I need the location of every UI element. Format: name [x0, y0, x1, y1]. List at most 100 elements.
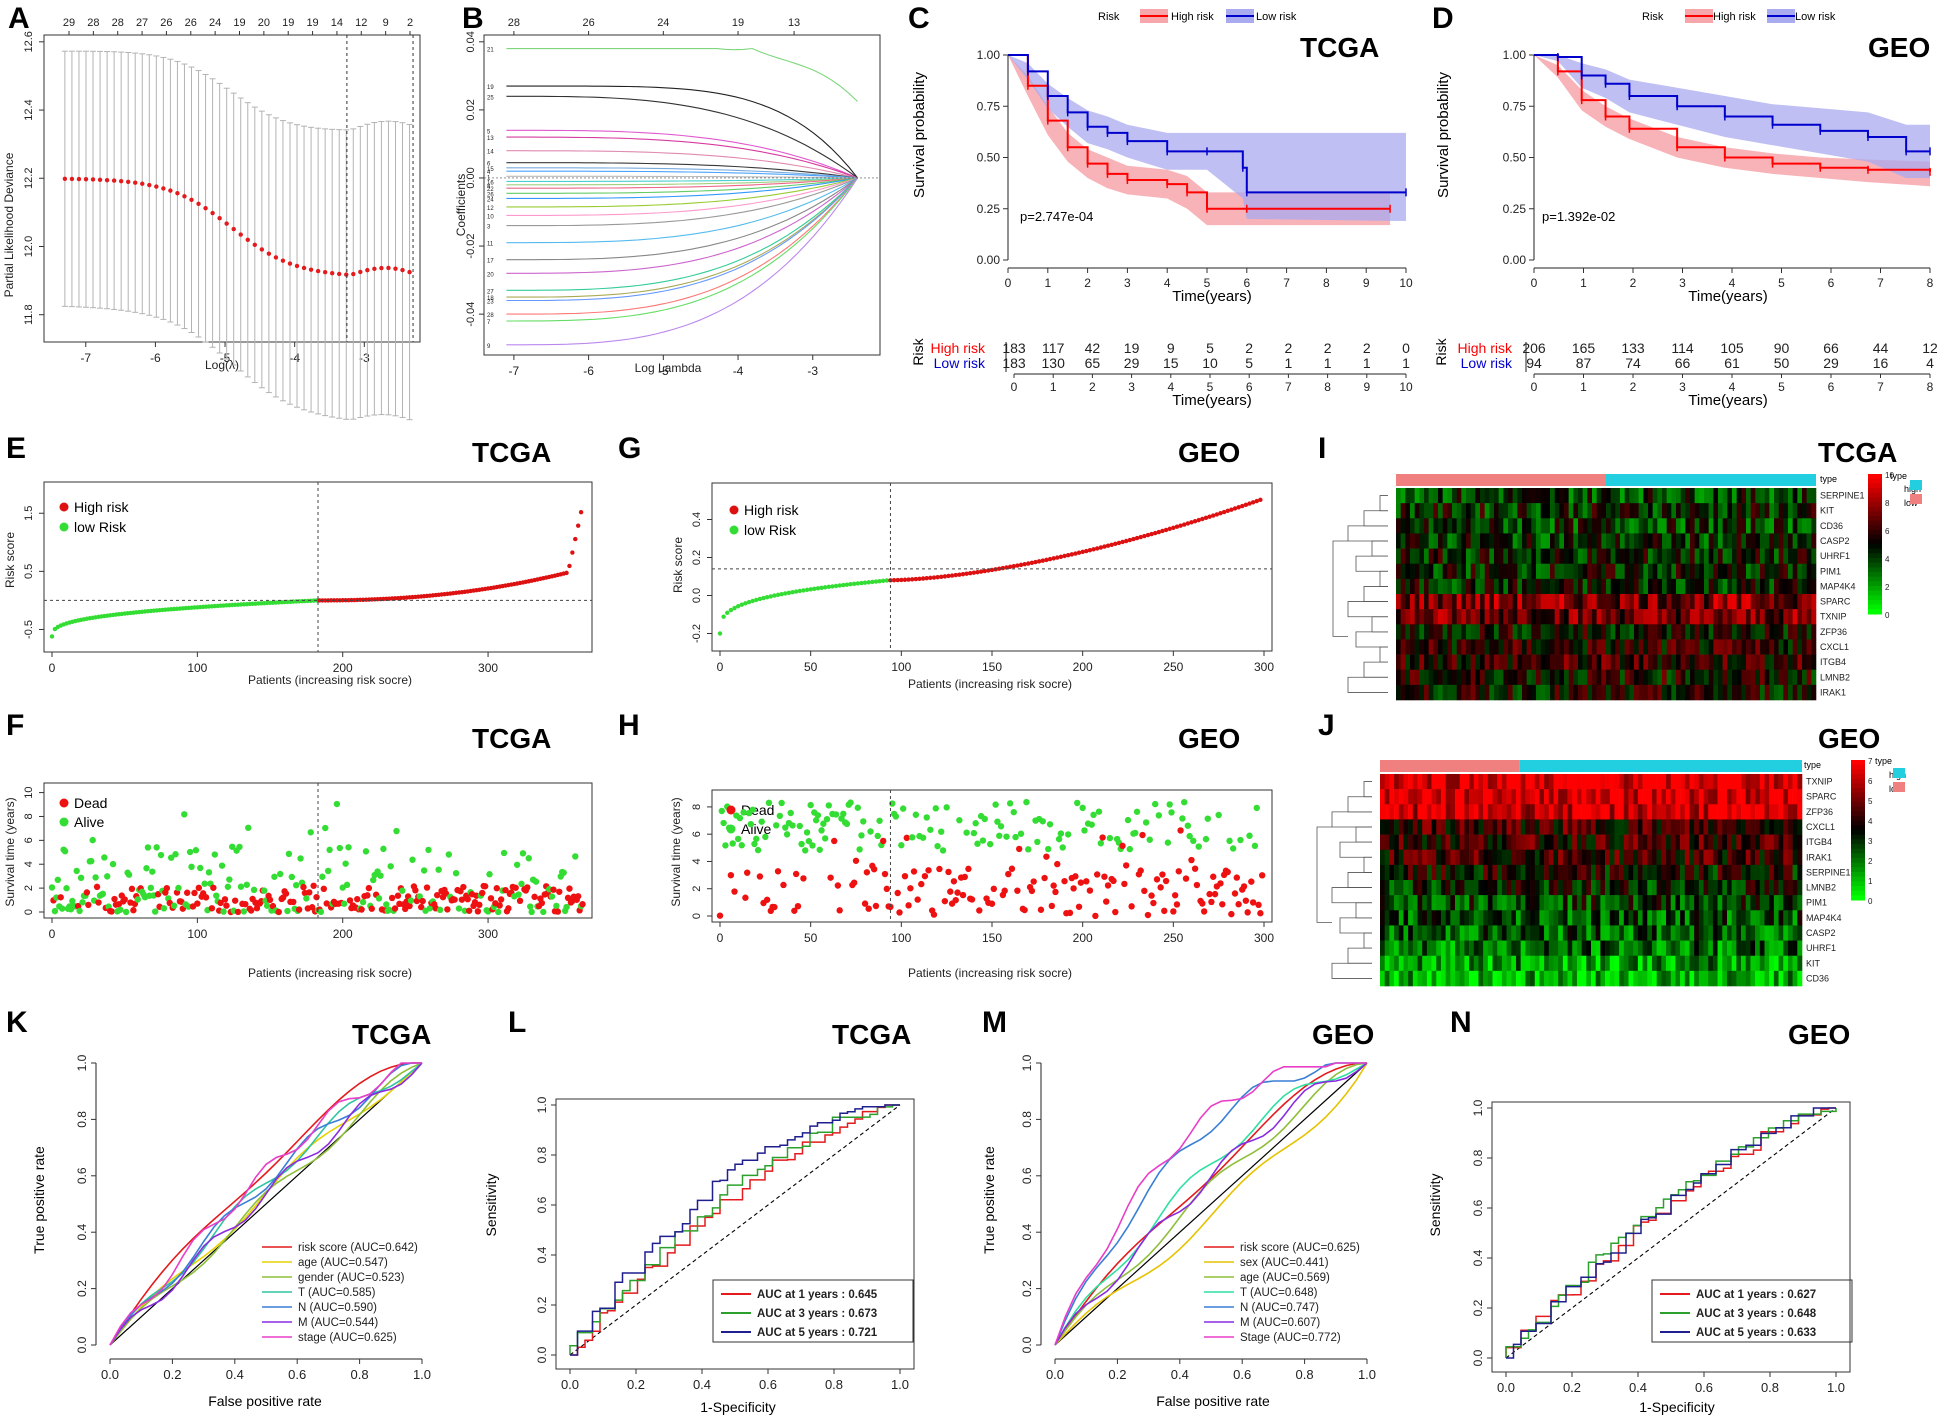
heatmap-I-cell	[1610, 503, 1616, 519]
heatmap-I-cell	[1470, 488, 1476, 504]
risk-G-point	[884, 578, 890, 583]
heatmap-I-cell	[1610, 563, 1616, 580]
heatmap-I-cell	[1564, 594, 1569, 610]
heatmap-I-cell	[1517, 488, 1523, 504]
km-C-ytick-label: 0.50	[977, 151, 1001, 165]
heatmap-I-cell	[1424, 503, 1429, 519]
km-D-xtick-label: 3	[1679, 276, 1686, 290]
heatmap-I-cell	[1755, 578, 1761, 595]
status-H-point	[747, 820, 755, 828]
heatmap-I-cell	[1778, 669, 1784, 686]
heatmap-I-cell	[1452, 533, 1457, 549]
heatmap-J-cell	[1623, 789, 1629, 805]
heatmap-I-cell	[1545, 654, 1551, 671]
heatmap-J-cell	[1736, 804, 1742, 820]
heatmap-J-cell	[1595, 864, 1601, 881]
heatmap-J-cell	[1422, 880, 1428, 896]
heatmap-J-cell	[1548, 819, 1554, 835]
heatmap-I-cell	[1610, 533, 1616, 549]
heatmap-I-cell	[1554, 654, 1560, 671]
roc-M-xtick-label: 1.0	[1358, 1367, 1376, 1382]
heatmap-I-cell	[1657, 563, 1663, 580]
heatmap-I-cell	[1606, 578, 1611, 595]
heatmap-J-cell	[1380, 849, 1385, 866]
status-F-point	[465, 907, 473, 914]
heatmap-J-cell	[1736, 880, 1742, 896]
heatmap-J-cell	[1670, 774, 1676, 790]
heatmap-I-cell	[1685, 563, 1691, 580]
heatmap-J-cell	[1440, 940, 1446, 957]
heatmap-J-cell	[1661, 925, 1667, 941]
status-H-point	[1095, 808, 1103, 815]
panel-a-point	[140, 181, 145, 186]
heatmap-I-cell	[1699, 684, 1705, 701]
axis-label-k-x: False positive rate	[208, 1393, 322, 1409]
heatmap-J-cell	[1647, 925, 1653, 941]
heatmap-J-cell	[1680, 819, 1686, 835]
heatmap-I-cell	[1648, 548, 1653, 565]
heatmap-J-cell	[1703, 970, 1709, 987]
heatmap-J-cell	[1440, 789, 1446, 805]
panel-a-point	[175, 191, 180, 196]
heatmap-I-cell	[1783, 578, 1789, 595]
heatmap-I-cell	[1419, 609, 1425, 625]
heatmap-I-cell	[1596, 594, 1602, 610]
risk-G-point	[1229, 507, 1234, 512]
heatmap-I-cell	[1554, 503, 1560, 519]
heatmap-I-cell	[1792, 624, 1798, 640]
heatmap-I-cell	[1480, 609, 1485, 625]
heatmap-I-cell	[1405, 518, 1411, 534]
heatmap-I-cell	[1643, 533, 1649, 549]
heatmap-J-cell	[1694, 849, 1700, 866]
heatmap-I-cell	[1811, 533, 1817, 549]
heatmap-J-cell	[1548, 849, 1554, 866]
status-F-point	[435, 866, 442, 873]
heatmap-J-cell	[1544, 940, 1550, 957]
risk-G-point	[779, 591, 784, 597]
heatmap-I-cell	[1802, 654, 1807, 671]
heatmap-J-cell	[1647, 880, 1653, 896]
heatmap-I-cell	[1503, 503, 1509, 519]
risk-G-point	[997, 566, 1002, 571]
heatmap-J-cell	[1797, 895, 1803, 911]
roc-M-curve	[1054, 1062, 1368, 1346]
heatmap-I-cell	[1587, 594, 1593, 610]
heatmap-J-cell	[1403, 789, 1409, 805]
heatmap-J-cell	[1417, 834, 1423, 851]
heatmap-J-cell	[1464, 834, 1470, 851]
heatmap-J-cell	[1642, 895, 1648, 911]
heatmap-I-cell	[1792, 503, 1798, 519]
heatmap-I-cell	[1760, 488, 1765, 504]
status-F-point	[109, 860, 117, 868]
status-H-point	[1181, 798, 1188, 806]
heatmap-J-cell	[1773, 880, 1779, 896]
status-H-ytick-label: 6	[691, 831, 703, 837]
heatmap-I-cell	[1494, 639, 1499, 655]
heatmap-J-cell	[1539, 880, 1545, 896]
roc-M-curve	[1054, 1062, 1368, 1346]
troc-N-xtick-label: 1.0	[1827, 1380, 1845, 1395]
heatmap-J-cell	[1731, 864, 1737, 881]
heatmap-I-cell	[1512, 624, 1518, 640]
heatmap-I-cell	[1606, 654, 1611, 671]
status-F-point	[284, 907, 291, 915]
heatmap-I-cell	[1802, 684, 1807, 701]
heatmap-I-cell	[1806, 578, 1812, 595]
status-F-xtick-label: 100	[187, 927, 207, 941]
heatmap-J-cell	[1469, 910, 1475, 926]
heatmap-J-cell	[1769, 895, 1775, 911]
status-H-point	[956, 817, 963, 824]
heatmap-J-cell	[1567, 864, 1573, 881]
heatmap-I-cell	[1428, 639, 1434, 655]
heatmap-J-cell	[1614, 970, 1620, 987]
heatmap-I-cell	[1788, 684, 1793, 701]
risk-G-point	[873, 579, 879, 584]
heatmap-J-scale-segment	[1851, 788, 1865, 794]
status-F-point	[111, 895, 118, 903]
heatmap-J-cell	[1741, 880, 1747, 896]
heatmap-J-cell	[1680, 925, 1686, 941]
heatmap-J-cell	[1455, 789, 1461, 805]
heatmap-J-cell	[1591, 864, 1596, 881]
heatmap-J-cell	[1398, 925, 1404, 941]
